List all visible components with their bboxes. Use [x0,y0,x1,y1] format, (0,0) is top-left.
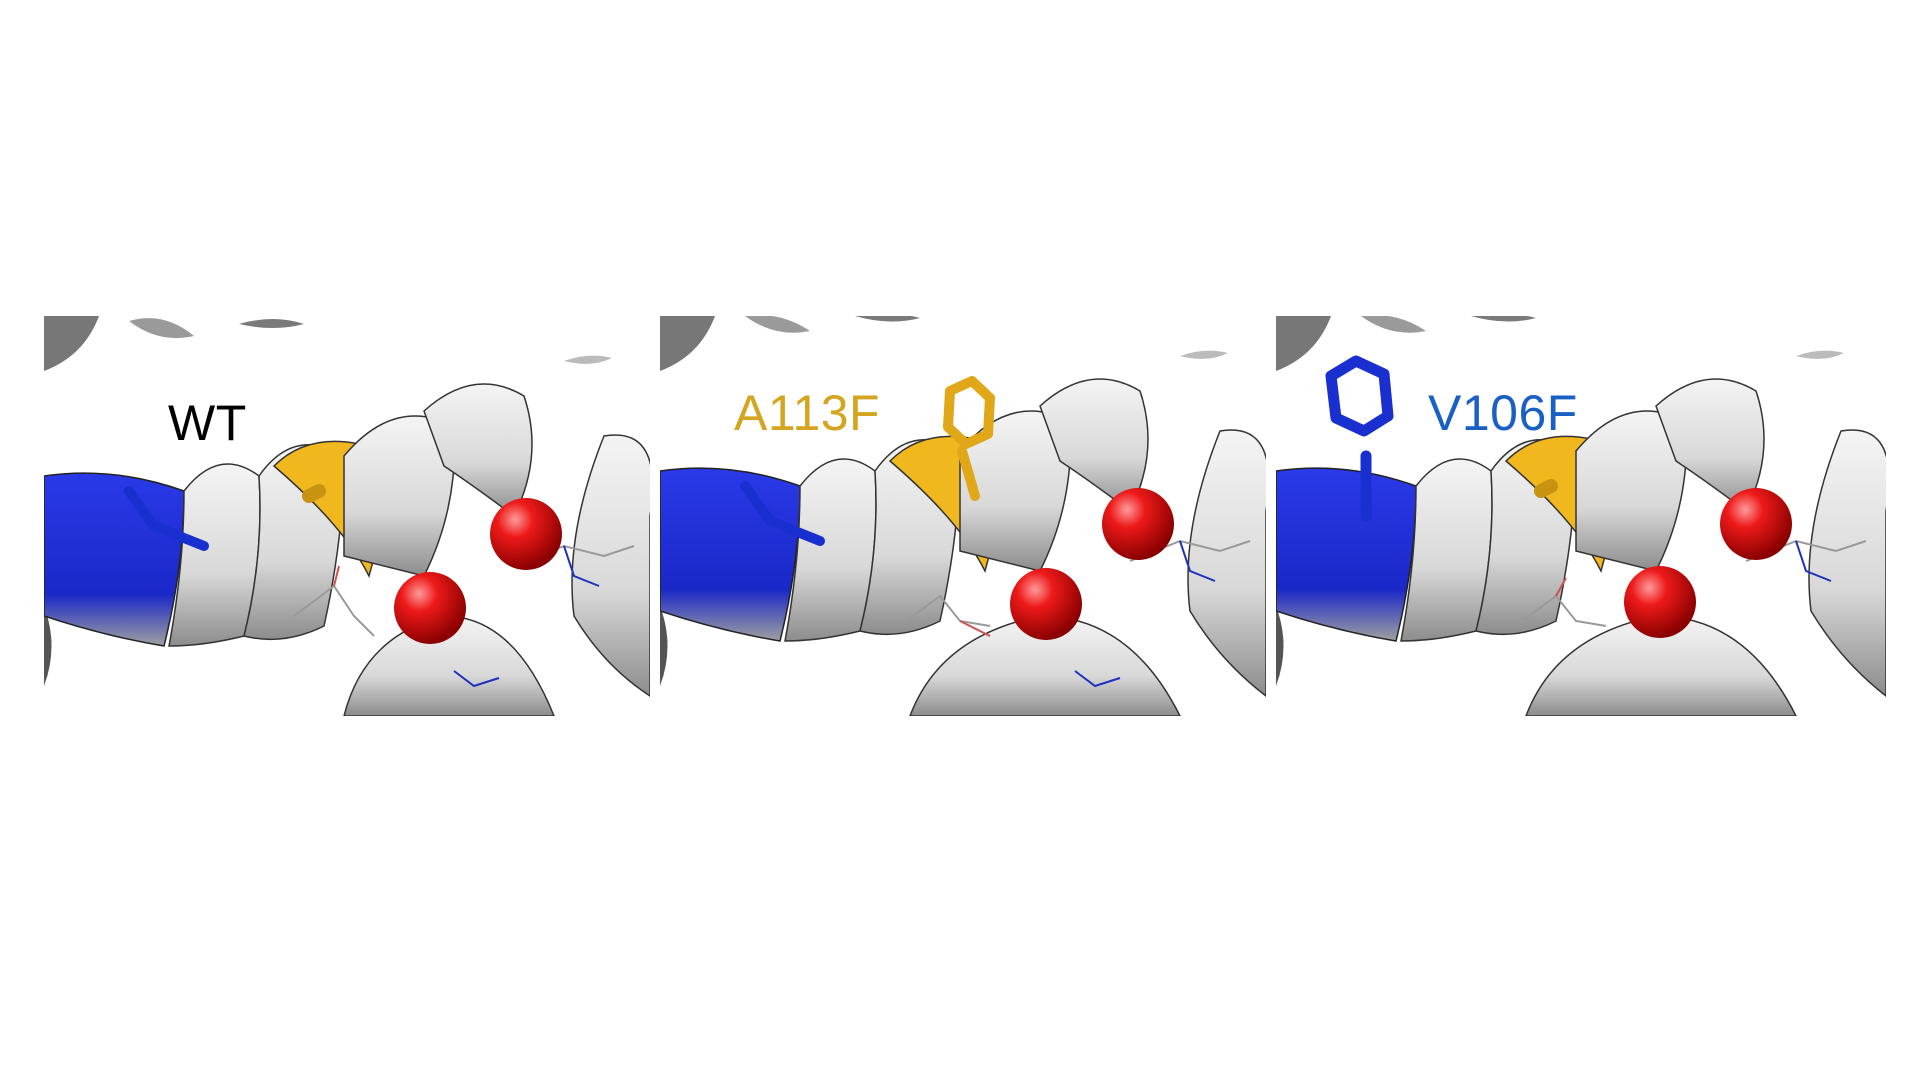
ribbon-fragment [1471,316,1536,322]
helix-turn [343,415,456,577]
ribbon-fragment [1276,606,1284,686]
ribbon-fragment [855,316,920,322]
metal-ion [490,498,562,570]
side-chain-wire [1074,670,1121,688]
helix-turn [1808,429,1886,697]
structure-render-wt [44,316,650,716]
blue-residue-stick [149,521,209,551]
helix-turn [1039,378,1149,513]
panel-label: V106F [1428,385,1578,441]
side-chain-wire [1515,594,1607,627]
helix-turn [1575,410,1688,572]
blue-phenyl-ring [1325,355,1394,437]
structure-render-a113f [660,316,1266,716]
side-chain-wire [1179,540,1216,582]
blue-helix-segment [1276,467,1417,642]
metal-ion [1624,566,1696,638]
panel-label: A113F [734,385,881,441]
ribbon-fragment [660,316,715,371]
side-chain-wire [1795,540,1832,582]
panel-label: WT [168,395,247,451]
panel-a113f: A113F [660,316,1266,716]
ribbon-fragment [44,316,99,371]
helix-turn [1187,429,1266,697]
ribbon-fragment [1796,350,1844,359]
ribbon-fragment [1361,316,1426,333]
yellow-phenyl-ring [943,376,995,449]
ribbon-fragment [745,316,810,333]
panel-wt: WT [44,316,650,716]
side-chain-wire [333,565,340,587]
side-chain-wire [1555,577,1567,597]
panel-v106f: V106F [1276,316,1886,716]
side-chain-wire [293,584,375,637]
ribbon-fragment [239,319,304,328]
metal-ion [1102,488,1174,560]
side-chain-wire [563,545,600,587]
structure-render-v106f [1276,316,1886,716]
blue-residue-stick [740,481,775,526]
ribbon-fragment [44,606,52,686]
side-chain-wire [959,620,991,637]
blue-residue-stick [124,486,159,531]
ribbon-fragment [1180,350,1228,359]
metal-ion [1720,488,1792,560]
helix-turn [571,434,650,697]
metal-ion [394,572,466,644]
ribbon-fragment [129,318,194,339]
blue-residue-stick [765,516,825,546]
ribbon-fragment [1276,316,1331,371]
helix-turn [423,383,533,518]
yellow-residue-stick [957,446,980,501]
side-chain-wire [899,594,991,627]
yellow-residue-stick [1534,479,1558,498]
metal-ion [1010,568,1082,640]
ribbon-fragment [660,606,668,686]
side-chain-wire [453,670,500,688]
helix-turn [1655,378,1765,513]
helix-turn [959,410,1072,572]
yellow-residue-stick [302,484,326,503]
ribbon-fragment [564,355,612,364]
blue-helix-segment [660,467,801,642]
blue-helix-segment [44,472,185,647]
